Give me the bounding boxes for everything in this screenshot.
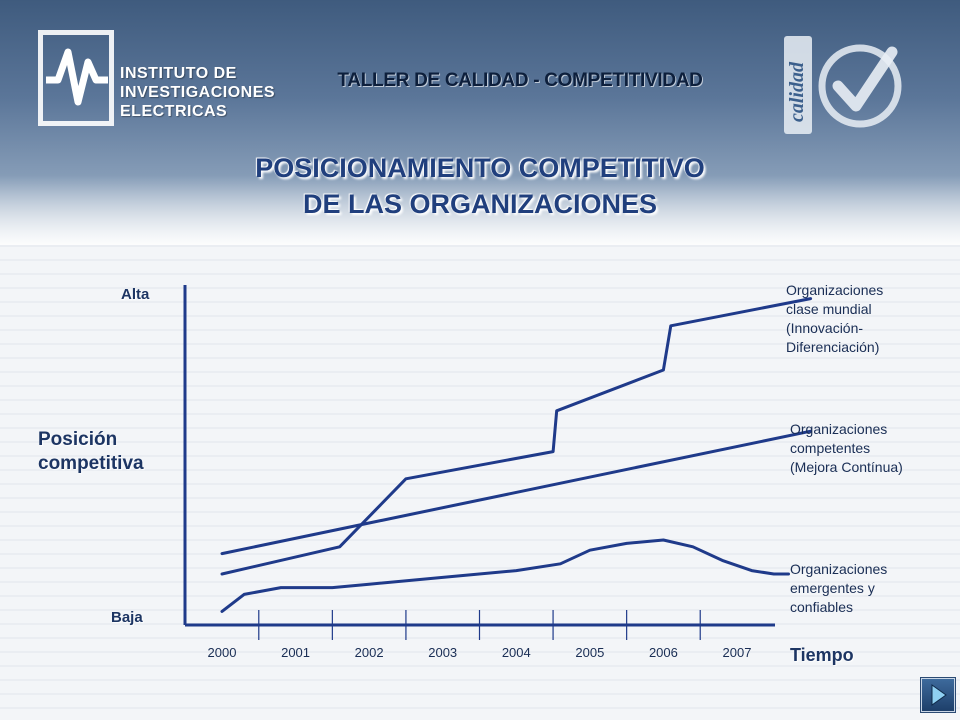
next-slide-button[interactable]	[921, 678, 955, 712]
y-axis-top-label: Alta	[121, 286, 150, 303]
series-line-emerging	[220, 538, 790, 613]
x-tick-label: 2005	[575, 645, 605, 660]
series-label-line: Diferenciación)	[786, 339, 880, 355]
x-tick-label: 2003	[428, 645, 458, 660]
y-axis-title-line: competitiva	[38, 453, 144, 474]
x-tick-label: 2001	[281, 645, 311, 660]
x-axis-title: Tiempo	[790, 645, 854, 665]
series-label-line: competentes	[790, 440, 871, 456]
y-axis-title-line: Posición	[38, 429, 118, 450]
institute-line: ELECTRICAS	[120, 103, 228, 120]
badge-text: calidad	[786, 61, 808, 122]
institute-line: INSTITUTO DE	[120, 65, 237, 82]
institute-name: INSTITUTO DE INVESTIGACIONES ELECTRICAS	[120, 64, 275, 121]
series-label-line: Organizaciones	[786, 282, 884, 298]
series-line-competent	[220, 429, 813, 556]
next-slide-arrow-icon	[931, 684, 947, 706]
series-label-line: Organizaciones	[790, 421, 888, 437]
series-label-line: clase mundial	[786, 301, 872, 317]
x-tick-label: 2000	[207, 645, 237, 660]
series-label-line: emergentes y	[790, 580, 875, 596]
x-tick-label: 2006	[648, 645, 678, 660]
series-label-line: (Mejora Contínua)	[790, 459, 903, 475]
slide-title-line: POSICIONAMIENTO COMPETITIVO	[255, 153, 705, 183]
slide-title: POSICIONAMIENTO COMPETITIVO DE LAS ORGAN…	[130, 150, 830, 222]
x-tick-label: 2007	[722, 645, 752, 660]
y-axis-bottom-label: Baja	[111, 609, 143, 626]
institute-line: INVESTIGACIONES	[120, 84, 276, 101]
series-label-line: (Innovación-	[786, 320, 864, 336]
slide-background	[0, 245, 960, 720]
series-label-line: confiables	[790, 599, 854, 615]
iie-wave-logo-icon	[38, 30, 114, 126]
series-label-emerging: Organizaciones emergentes y confiables	[790, 560, 940, 617]
x-tick-label: 2004	[501, 645, 531, 660]
slide-title-line: DE LAS ORGANIZACIONES	[302, 189, 658, 219]
y-axis-title: Posición competitiva	[38, 428, 144, 476]
series-label-line: Organizaciones	[790, 561, 888, 577]
check-mark-icon: calidad	[784, 36, 902, 134]
workshop-title: TALLER DE CALIDAD - COMPETITIVIDAD	[337, 70, 703, 91]
series-label-competent: Organizaciones competentes (Mejora Contí…	[790, 420, 940, 477]
x-tick-label: 2002	[354, 645, 384, 660]
series-line-world-class	[220, 297, 813, 576]
series-label-world-class: Organizaciones clase mundial (Innovación…	[786, 281, 936, 357]
